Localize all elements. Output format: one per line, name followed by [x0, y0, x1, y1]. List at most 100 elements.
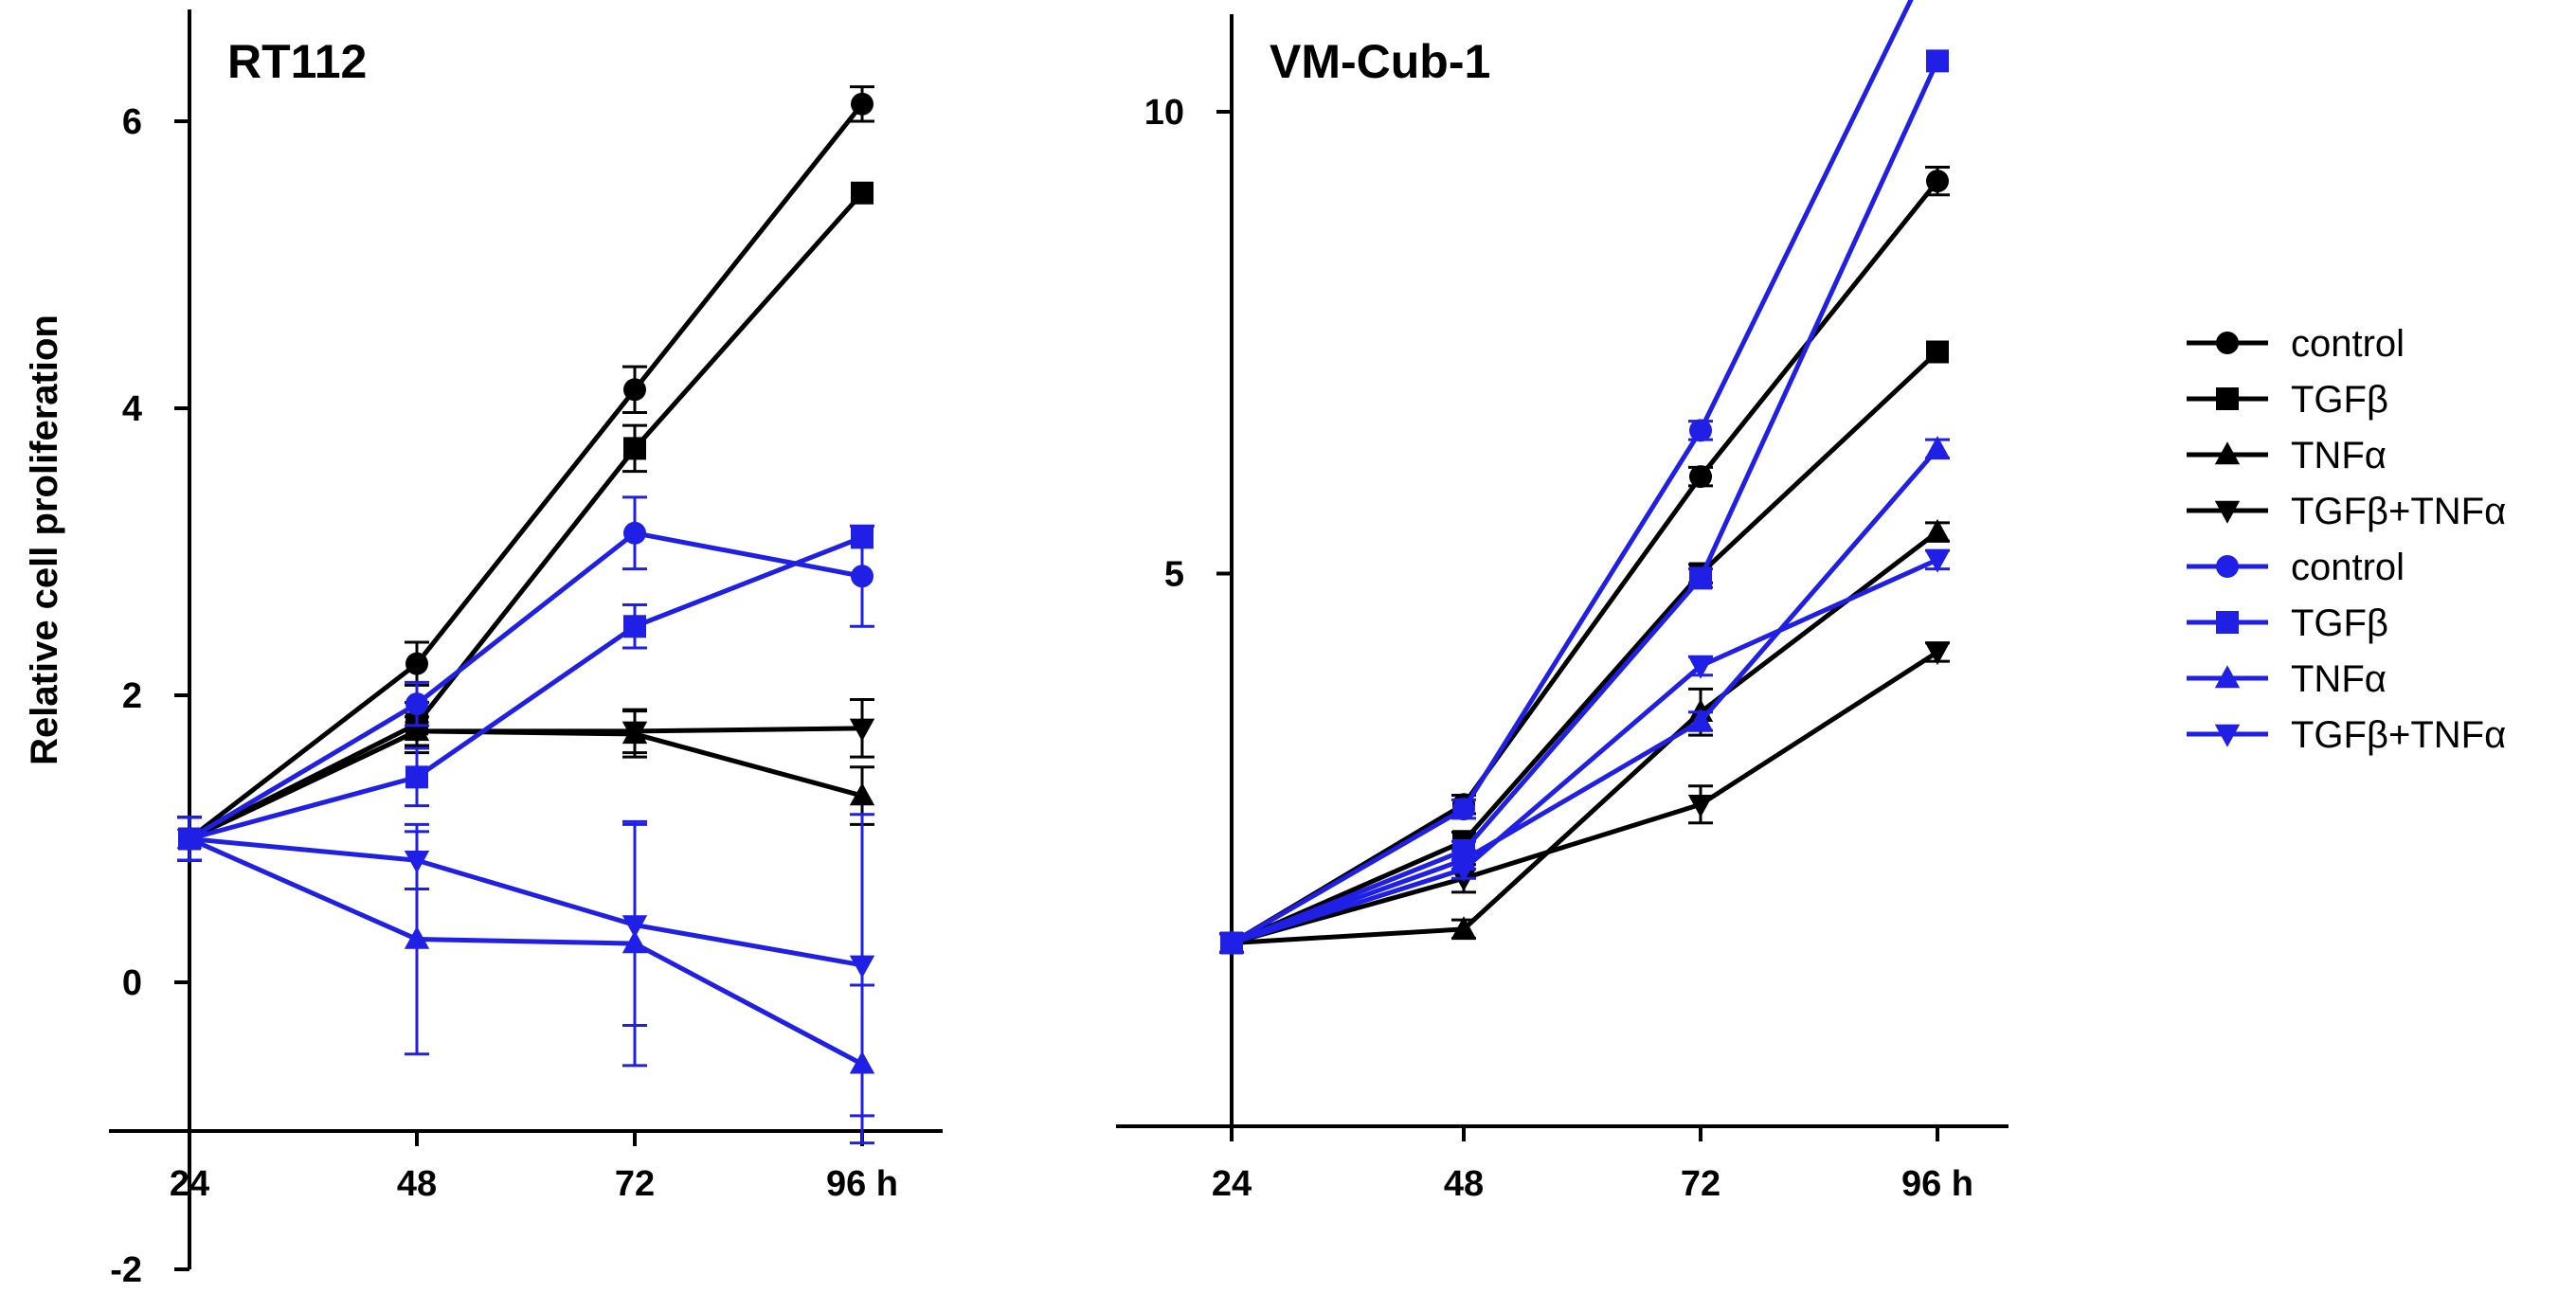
series-line	[188, 728, 863, 841]
data-point	[1689, 465, 1712, 489]
legend-label: TNFα	[2291, 658, 2387, 700]
x-tick-label: 96 h	[826, 1164, 898, 1204]
y-axis-label: Relative cell proliferation	[24, 314, 65, 765]
x-tick-label: 24	[1212, 1164, 1252, 1204]
data-point	[851, 92, 874, 116]
data-point	[621, 915, 648, 939]
legend-item: TNFα	[2187, 435, 2387, 476]
data-point	[405, 692, 428, 716]
legend: control TGFβ TNFα TGFβ+TNFα control TGFβ TNFα T…	[2187, 323, 2506, 756]
data-point	[623, 437, 646, 460]
y-tick-label: 4	[122, 389, 142, 429]
data-point	[849, 955, 875, 979]
x-tick-label: 48	[1444, 1164, 1484, 1204]
series-line	[1231, 557, 1939, 945]
series-line	[1231, 60, 1940, 945]
y-tick-label: 10	[1144, 93, 1184, 133]
y-tick-label: 2	[122, 676, 142, 716]
legend-item: TGFβ+TNFα	[2187, 491, 2506, 532]
data-point	[1687, 708, 1714, 731]
data-point	[849, 782, 875, 806]
data-point	[1924, 518, 1951, 542]
y-tick-label: 5	[1164, 555, 1184, 595]
panel-title-vm-cub-1: VM-Cub-1	[1270, 35, 1490, 88]
data-point	[1218, 933, 1245, 957]
legend-marker	[2214, 665, 2241, 689]
y-tick-label: 0	[122, 963, 142, 1003]
legend-item: TGFβ+TNFα	[2187, 714, 2506, 756]
series-circle-blue	[1219, 0, 1914, 955]
series-line	[1230, 0, 1914, 945]
data-point	[404, 925, 430, 949]
data-point	[1924, 549, 1951, 573]
legend-item: TGFβ	[2187, 602, 2388, 644]
panel-vm-cub-1: VM-Cub-1 5 10 24 48 72 96 h	[1116, 0, 2009, 1204]
legend-label: control	[2291, 323, 2405, 365]
x-tick-label: 48	[397, 1164, 437, 1204]
panel-rt112: RT112 Relative cell proliferation -20246…	[24, 9, 943, 1290]
data-point	[1687, 795, 1714, 818]
series-line	[188, 836, 864, 1067]
legend-marker	[2214, 441, 2241, 465]
x-tick-label: 72	[1681, 1164, 1720, 1204]
data-point	[623, 615, 646, 638]
data-point	[851, 181, 874, 205]
x-tick-label: 96 h	[1901, 1164, 1973, 1204]
series-line	[1231, 530, 1939, 945]
data-point	[1687, 656, 1714, 679]
data-point	[1926, 170, 1949, 193]
y-tick-label: 6	[122, 102, 142, 142]
data-point	[405, 652, 428, 675]
series-triangle-up-blue	[1218, 436, 1951, 954]
series-line	[1230, 350, 1939, 945]
data-point	[1452, 798, 1475, 821]
data-point	[1924, 436, 1951, 459]
data-point	[851, 526, 874, 549]
series-circle-blue	[177, 495, 874, 862]
legend-marker	[2216, 555, 2239, 578]
legend-label: TGFβ+TNFα	[2291, 714, 2506, 756]
legend-label: TNFα	[2291, 435, 2387, 476]
series-square-black	[177, 181, 874, 862]
legend-label: control	[2291, 547, 2405, 588]
data-point	[405, 765, 428, 789]
legend-item: control	[2187, 547, 2405, 588]
data-point	[621, 721, 648, 745]
data-point	[623, 521, 646, 545]
legend-label: TGFβ	[2291, 602, 2388, 644]
series-line	[188, 726, 863, 841]
panel-title-rt112: RT112	[227, 35, 367, 88]
data-point	[1926, 340, 1949, 364]
data-point	[176, 829, 203, 853]
series-line	[188, 191, 864, 841]
series-line	[189, 535, 863, 841]
series-line	[1231, 447, 1939, 945]
x-tick-label: 24	[170, 1164, 209, 1204]
legend-marker	[2216, 387, 2239, 410]
legend-item: TNFα	[2187, 658, 2387, 700]
data-point	[623, 378, 646, 402]
data-point	[1450, 859, 1477, 883]
series-line	[1231, 650, 1939, 945]
legend-label: TGFβ+TNFα	[2291, 491, 2506, 532]
data-point	[1689, 419, 1712, 442]
series-triangle-down-blue	[1218, 548, 1951, 957]
series-triangle-down-black	[176, 698, 875, 862]
series-square-black	[1219, 340, 1949, 955]
data-point	[1689, 566, 1712, 590]
series-line	[188, 102, 864, 841]
legend-marker	[2216, 332, 2239, 354]
x-tick-label: 72	[615, 1164, 655, 1204]
legend-label: TGFβ	[2291, 379, 2388, 421]
y-tick-label: -2	[110, 1250, 142, 1290]
axes: 5 10 24 48 72 96 h	[1116, 14, 2009, 1204]
series-line	[189, 836, 863, 968]
legend-marker	[2214, 500, 2241, 524]
legend-marker	[2214, 724, 2241, 747]
series-square-blue	[177, 526, 874, 862]
legend-marker	[2216, 611, 2239, 634]
data-point	[851, 565, 874, 588]
data-point	[404, 721, 430, 745]
